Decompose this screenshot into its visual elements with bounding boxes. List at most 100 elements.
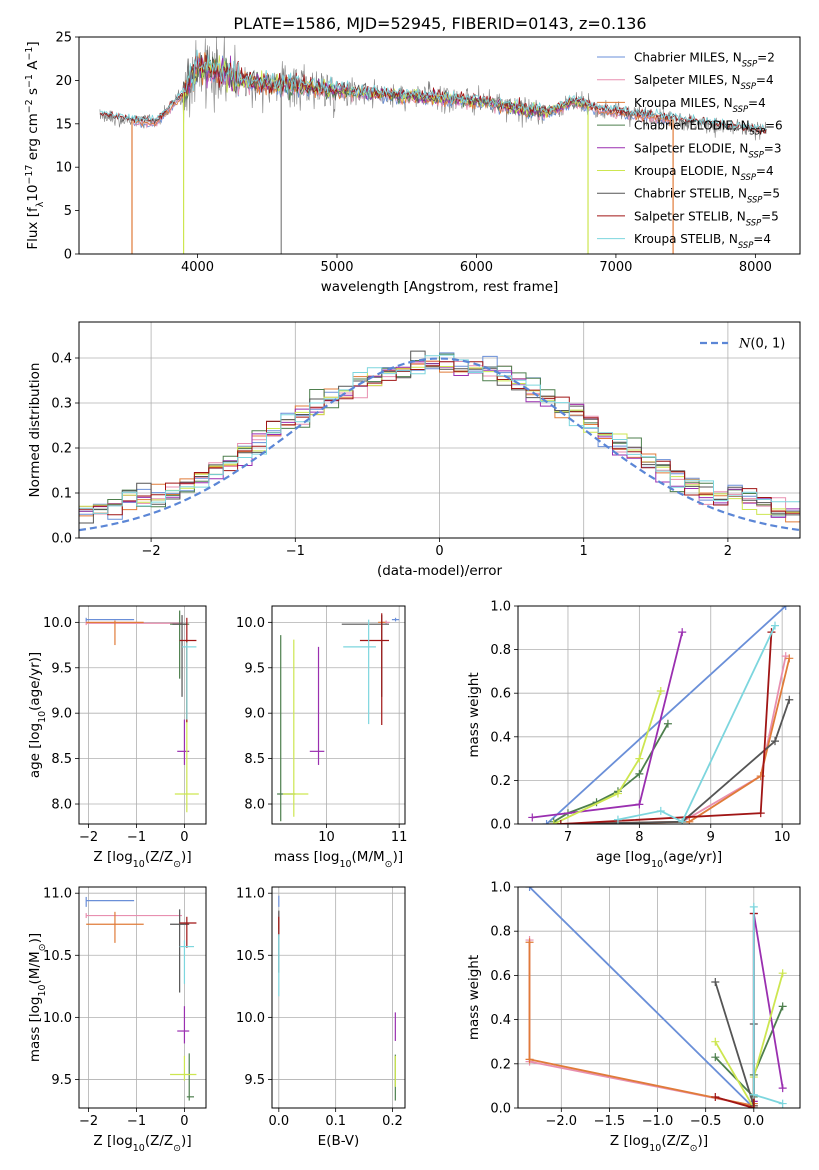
weight-marker <box>663 719 672 728</box>
x-tick-label: 8000 <box>739 260 772 275</box>
chart-mass-vs-Z: −2 −1 0 9.5 10.0 10.5 11.0 Z [log10​(Z/Z⊙​)] mas… <box>27 886 207 1154</box>
y-tick-label: 9.5 <box>51 661 72 676</box>
weight-marker <box>711 1037 720 1046</box>
weight-line-chabrier-stelib <box>560 699 791 824</box>
x-tick-label: 7000 <box>599 260 632 275</box>
x-tick-label: 0 <box>180 1114 188 1129</box>
y-tick-label: 9.5 <box>244 661 265 676</box>
axes-frame <box>78 36 801 255</box>
y-tick-label: 0.0 <box>51 532 72 547</box>
weight-marker <box>756 809 765 818</box>
weight-marker <box>778 1084 787 1093</box>
x-tick-label: −0.5 <box>690 1114 722 1129</box>
y-tick-label: 15 <box>55 117 72 132</box>
x-tick-label: 0.1 <box>325 1114 346 1129</box>
x-tick-label: −2 <box>79 1114 98 1129</box>
y-tick-label: 20 <box>55 74 72 89</box>
x-tick-label: −1 <box>127 1114 146 1129</box>
y-tick-label: 0.4 <box>490 730 511 745</box>
y-tick-label: 0.3 <box>51 397 72 412</box>
weight-marker <box>711 1092 720 1101</box>
weight-line-kroupa-elodie <box>553 690 662 824</box>
weight-marker <box>778 1002 787 1011</box>
legend-label: Salpeter STELIB, NSSP=5 <box>634 209 779 227</box>
y-tick-label: 8.5 <box>51 752 72 767</box>
y-tick-label: 10.5 <box>236 949 265 964</box>
weight-marker <box>749 1104 758 1108</box>
chart-mass-vs-ebv: 0.0 0.1 0.2 9.5 10.0 10.5 11.0 E(B-V) <box>236 886 406 1149</box>
x-tick-label: 10 <box>774 830 791 845</box>
chart-residuals: −2 −1 0 1 2 0.0 0.1 0.2 0.3 0.4 (data-model)/error… <box>27 321 801 579</box>
y-tick-label: 1.0 <box>490 881 511 896</box>
spectrum-legend: Chabrier MILES, NSSP=2 Salpeter MILES, NS… <box>597 51 783 250</box>
histogram-salpeter-stelib <box>79 361 800 521</box>
weight-marker <box>778 1099 787 1108</box>
axes-frame <box>78 886 207 1109</box>
weight-marker <box>549 820 558 824</box>
y-tick-label: 0.4 <box>490 1013 511 1028</box>
x-axis-label: Z [log10​(Z/Z⊙​)] <box>93 1133 191 1154</box>
y-axis-label: mass [log10​(M/M⊙​)] <box>27 933 48 1062</box>
x-tick-label: −2 <box>79 830 98 845</box>
x-tick-label: 2 <box>724 544 732 559</box>
y-tick-label: 10.0 <box>43 616 72 631</box>
x-axis-label: E(B-V) <box>318 1133 360 1149</box>
y-tick-label: 0.8 <box>490 643 511 658</box>
x-axis-label: mass [log10​(M/M⊙​)] <box>274 849 403 870</box>
chart-massweight-vs-age: 7 8 9 10 0.0 0.2 0.4 0.6 0.8 1.0 age [log10​(age/y… <box>466 600 801 870</box>
weight-marker <box>711 1053 720 1062</box>
y-tick-label: 5 <box>64 204 72 219</box>
y-tick-label: 0.4 <box>51 352 72 367</box>
y-axis-label: mass weight <box>466 955 482 1040</box>
legend-label: Chabrier STELIB, NSSP=5 <box>634 187 780 205</box>
legend-label: Chabrier ELODIE, NSSP=6 <box>634 119 783 137</box>
weight-marker <box>635 769 644 778</box>
y-tick-label: 10.0 <box>236 616 265 631</box>
x-axis-label: Z [log10​(Z/Z⊙​)] <box>93 849 191 870</box>
x-tick-label: 10 <box>318 830 335 845</box>
axes-frame <box>517 886 801 1109</box>
weight-line-chabrier-miles <box>545 606 787 824</box>
weight-marker <box>785 654 794 663</box>
weight-marker <box>656 806 665 815</box>
y-tick-label: 8.5 <box>244 752 265 767</box>
weight-marker <box>525 938 534 947</box>
x-tick-label: −2 <box>142 544 161 559</box>
weight-line-chabrier-miles <box>528 887 755 1108</box>
y-tick-label: 9.5 <box>244 1073 265 1088</box>
x-tick-label: 6000 <box>460 260 493 275</box>
weight-marker <box>635 800 644 809</box>
weight-marker <box>785 695 794 704</box>
legend-label: N(0, 1) <box>738 337 785 352</box>
weight-marker <box>781 606 790 610</box>
y-axis-label: mass weight <box>466 672 482 757</box>
x-axis-label: Z [log10​(Z/Z⊙​)] <box>610 1133 708 1154</box>
weight-marker <box>749 1090 758 1099</box>
x-tick-label: 5000 <box>320 260 353 275</box>
figure-title: PLATE=1586, MJD=52945, FIBERID=0143, z=0… <box>233 14 646 33</box>
y-axis-label: Flux [fλ​10−17​ erg cm−2​ s−1​ A−1​] <box>24 41 46 249</box>
weight-marker <box>613 815 622 824</box>
x-tick-label: 0 <box>180 830 188 845</box>
weight-marker <box>678 817 687 824</box>
legend-label: Kroupa MILES, NSSP=4 <box>634 96 766 114</box>
x-tick-label: 9 <box>707 830 715 845</box>
legend-label: Chabrier MILES, NSSP=2 <box>634 51 775 69</box>
x-tick-label: −1 <box>286 544 305 559</box>
x-tick-label: 0.0 <box>743 1114 764 1129</box>
model-spectrum-kroupa-stelib <box>99 49 767 131</box>
x-tick-label: −1 <box>127 830 146 845</box>
weight-marker <box>778 969 787 978</box>
x-tick-label: 7 <box>564 830 572 845</box>
y-tick-label: 0.0 <box>490 1102 511 1117</box>
x-tick-label: −1.0 <box>642 1114 674 1129</box>
y-tick-label: 25 <box>55 31 72 46</box>
normal-curve <box>79 357 800 532</box>
y-tick-label: 0.8 <box>490 925 511 940</box>
y-axis-label: age [log10​(age/yr)] <box>27 652 48 778</box>
weight-line-kroupa-stelib <box>617 625 776 824</box>
y-tick-label: 9.5 <box>51 1073 72 1088</box>
x-tick-label: 0.2 <box>382 1114 403 1129</box>
weight-marker <box>525 887 534 891</box>
weight-marker <box>528 813 537 822</box>
